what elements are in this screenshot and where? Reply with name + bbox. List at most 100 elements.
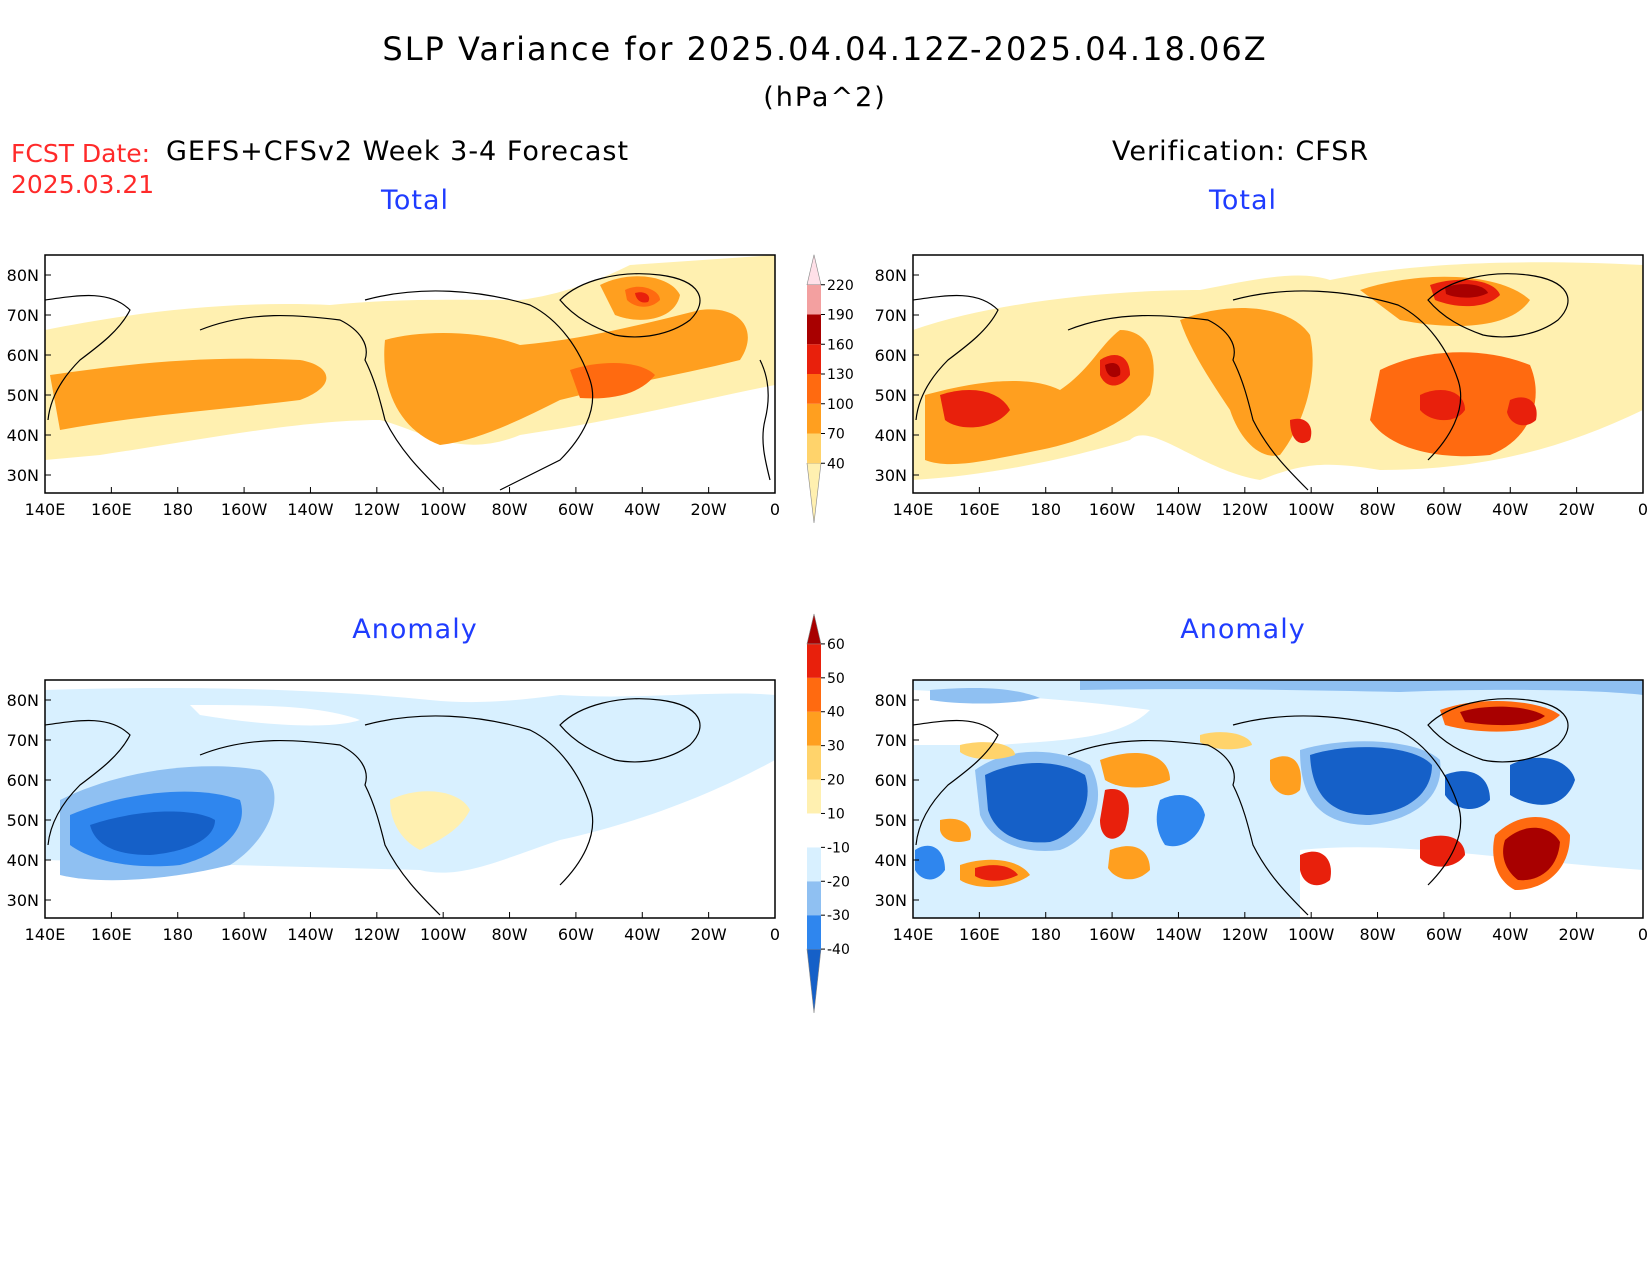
lat-tick-label: 80N [7,691,39,710]
lon-tick-label: 180 [1030,500,1061,519]
lon-tick-label: 40W [1492,925,1528,944]
lon-tick-label: 60W [1426,925,1462,944]
lon-tick-label: 160E [959,500,1000,519]
lon-tick-label: 0 [770,925,780,944]
lat-tick-label: 80N [875,266,907,285]
lat-tick-label: 70N [875,306,907,325]
lon-tick-label: 160W [1089,925,1136,944]
lon-tick-label: 0 [1638,500,1648,519]
lat-tick-label: 30N [7,891,39,910]
verification-total-frame [912,254,1644,494]
lat-tick-label: 70N [7,306,39,325]
lat-tick-label: 60N [875,346,907,365]
lon-tick-label: 180 [1030,925,1061,944]
colorbar-swatch [807,403,821,434]
colorbar-swatch [807,374,821,404]
colorbar-label: 10 [827,806,845,822]
lon-tick-label: 140E [893,500,934,519]
lat-tick-label: 70N [875,731,907,750]
lat-tick-label: 30N [875,891,907,910]
lon-tick-label: 140W [287,925,334,944]
fcst-date-block: FCST Date: 2025.03.21 [11,138,154,200]
colorbar-swatch [806,948,822,1014]
lon-tick-label: 160W [221,925,268,944]
main-title: SLP Variance for 2025.04.04.12Z-2025.04.… [382,30,1268,68]
colorbar-label: 40 [827,456,845,472]
lon-tick-label: 140E [893,925,934,944]
lon-tick-label: 0 [770,500,780,519]
colorbar-label: 40 [827,705,845,721]
forecast-total-map [45,255,775,493]
lat-tick-label: 40N [875,851,907,870]
lat-tick-label: 60N [7,771,39,790]
lon-tick-label: 100W [420,500,467,519]
colorbar-label: -30 [827,908,850,924]
colorbar-swatch [806,254,822,286]
lon-tick-label: 40W [624,925,660,944]
lon-tick-label: 20W [691,500,727,519]
lon-tick-label: 80W [1359,500,1395,519]
colorbar-swatch [807,881,821,916]
lon-tick-label: 160W [221,500,268,519]
lon-tick-label: 20W [691,925,727,944]
forecast-column-title: GEFS+CFSv2 Week 3-4 Forecast [166,136,630,167]
lon-tick-label: 160E [959,925,1000,944]
lat-tick-label: 60N [7,346,39,365]
colorbar-label: 100 [827,397,854,413]
colorbar-label: 190 [827,308,854,324]
lat-tick-label: 80N [875,691,907,710]
lat-tick-label: 40N [875,426,907,445]
colorbar-label: 30 [827,739,845,755]
lon-tick-label: 40W [624,500,660,519]
lon-tick-label: 60W [558,500,594,519]
lon-tick-label: 180 [162,500,193,519]
coastlines [45,273,1569,916]
colorbar-swatch [807,314,821,345]
lon-tick-label: 100W [420,925,467,944]
axis-ticks: 80N 70N 60N 50N 40N 30N 140E 160E 180 160W 140W 120… [7,266,1648,944]
lon-tick-label: 20W [1559,500,1595,519]
colorbar-label: 130 [827,367,854,383]
verification-column-title: Verification: CFSR [1112,136,1370,167]
lon-tick-label: 160E [91,500,132,519]
colorbar-label: -40 [827,942,850,958]
verification-anomaly-title: Anomaly [1180,614,1306,645]
colorbar-anomaly: -40 -30 -20 -10 10 20 30 40 50 60 [806,613,850,1014]
lat-tick-label: 80N [7,266,39,285]
fcst-date-label: FCST Date: [11,139,151,168]
colorbar-label: 220 [827,278,854,294]
verification-total-title: Total [1208,185,1278,216]
colorbar-swatch [807,433,821,464]
lon-tick-label: 140E [25,925,66,944]
lat-tick-label: 40N [7,426,39,445]
verification-total-map [913,255,1643,493]
colorbar-swatch [807,745,821,780]
lon-tick-label: 80W [491,925,527,944]
lon-tick-label: 120W [1222,500,1269,519]
lon-tick-label: 60W [1426,500,1462,519]
colorbar-label: 20 [827,773,845,789]
lon-tick-label: 0 [1638,925,1648,944]
lon-tick-label: 140W [287,500,334,519]
fcst-date-value: 2025.03.21 [11,170,155,199]
colorbar-swatch [807,344,821,374]
lon-tick-label: 100W [1288,500,1335,519]
lat-tick-label: 30N [875,466,907,485]
colorbar-swatch [806,462,822,524]
colorbar-swatch [807,847,821,882]
lat-tick-label: 30N [7,466,39,485]
lon-tick-label: 140W [1155,500,1202,519]
colorbar-label: 70 [827,427,845,443]
forecast-total-frame [44,254,776,494]
lon-tick-label: 140W [1155,925,1202,944]
verification-anomaly-map [913,680,1643,918]
verification-anomaly-frame [912,679,1644,919]
lat-tick-label: 60N [875,771,907,790]
lon-tick-label: 140E [25,500,66,519]
lon-tick-label: 120W [354,500,401,519]
lon-tick-label: 120W [354,925,401,944]
lon-tick-label: 80W [491,500,527,519]
lat-tick-label: 50N [7,386,39,405]
colorbar-swatch [807,779,821,814]
